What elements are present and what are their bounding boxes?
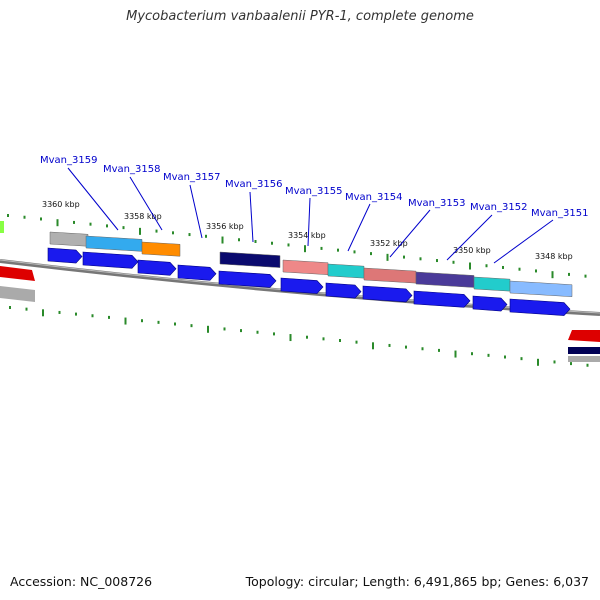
feature-block xyxy=(568,330,600,342)
feature-block xyxy=(282,259,329,275)
callout-line xyxy=(129,176,163,231)
tick-label: 3356 kbp xyxy=(206,222,244,231)
callout-line xyxy=(249,191,254,243)
tick-label: 3358 kbp xyxy=(124,212,162,221)
feature-block xyxy=(509,280,573,297)
tick-labels: 3360 kbp 3358 kbp 3356 kbp 3354 kbp 3352 kbp… xyxy=(42,200,573,261)
gene-arrow[interactable] xyxy=(472,295,508,312)
feature-track xyxy=(0,221,600,362)
callout-line xyxy=(446,214,493,261)
callout-line xyxy=(389,209,431,258)
gene-label[interactable]: Mvan_3153 xyxy=(408,198,465,209)
feature-block xyxy=(49,231,89,247)
callout-line xyxy=(189,184,203,239)
gene-label[interactable]: Mvan_3157 xyxy=(163,172,220,183)
gene-arrow[interactable] xyxy=(218,270,277,288)
gene-label[interactable]: Mvan_3155 xyxy=(285,186,342,197)
gene-label[interactable]: Mvan_3151 xyxy=(531,208,588,219)
callout-line xyxy=(307,197,311,247)
gene-arrow[interactable] xyxy=(82,251,139,269)
genome-summary: Topology: circular; Length: 6,491,865 bp… xyxy=(245,574,589,589)
gene-arrow[interactable] xyxy=(47,247,83,264)
feature-block xyxy=(363,267,417,284)
gene-label[interactable]: Mvan_3152 xyxy=(470,202,527,213)
gene-label[interactable]: Mvan_3158 xyxy=(103,164,160,175)
feature-block xyxy=(568,347,600,354)
feature-block xyxy=(141,241,181,257)
callout-line xyxy=(493,219,554,264)
feature-block xyxy=(0,266,35,281)
tick-label: 3348 kbp xyxy=(535,252,573,261)
tick-marks-upper xyxy=(7,214,587,279)
gene-callouts: Mvan_3159Mvan_3158Mvan_3157Mvan_3156Mvan… xyxy=(40,155,588,264)
gene-label[interactable]: Mvan_3154 xyxy=(345,192,402,203)
gene-label[interactable]: Mvan_3156 xyxy=(225,179,282,190)
accession-label: Accession: NC_008726 xyxy=(10,574,153,589)
tick-marks-lower xyxy=(9,306,589,367)
gene-arrow[interactable] xyxy=(137,259,177,276)
page-title: Mycobacterium vanbaalenii PYR-1, complet… xyxy=(126,9,474,24)
gene-arrow[interactable] xyxy=(413,290,471,308)
gene-arrow[interactable] xyxy=(177,264,217,281)
feature-block xyxy=(0,286,35,302)
gene-arrows xyxy=(47,247,571,316)
gene-arrow[interactable] xyxy=(280,277,324,294)
callout-line xyxy=(67,167,119,231)
gene-label[interactable]: Mvan_3159 xyxy=(40,155,97,166)
feature-block xyxy=(327,263,365,279)
feature-block xyxy=(0,221,4,233)
feature-block xyxy=(473,276,511,292)
feature-block xyxy=(568,356,600,362)
callout-line xyxy=(347,203,371,252)
feature-block xyxy=(415,271,475,288)
tick-label: 3350 kbp xyxy=(453,246,491,255)
feature-block xyxy=(85,235,143,252)
feature-block xyxy=(219,251,281,268)
gene-arrow[interactable] xyxy=(325,282,362,299)
tick-label: 3354 kbp xyxy=(288,231,326,240)
tick-label: 3352 kbp xyxy=(370,239,408,248)
gene-arrow[interactable] xyxy=(362,285,413,303)
tick-label: 3360 kbp xyxy=(42,200,80,209)
gene-arrow[interactable] xyxy=(509,298,571,316)
